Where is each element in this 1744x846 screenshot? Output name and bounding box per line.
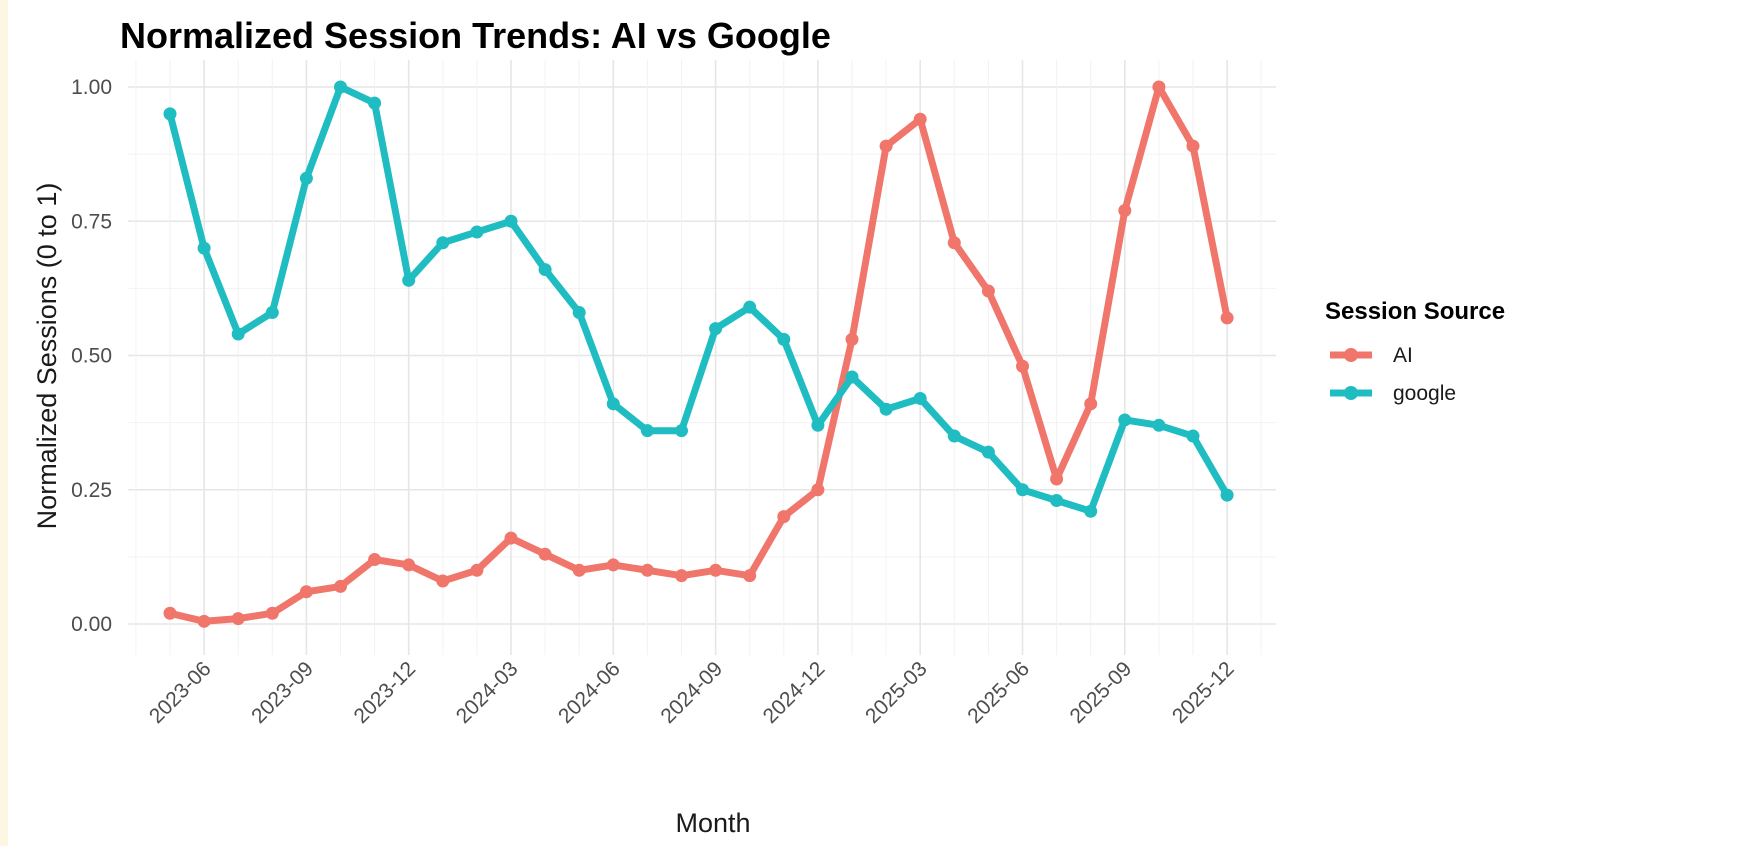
data-point-google <box>572 306 586 320</box>
data-point-ai <box>572 563 586 577</box>
data-point-google <box>640 424 654 438</box>
chart-frame: 0.00 0.25 0.50 0.75 1.00 2023-06 2023-09 2023-… <box>8 0 1744 846</box>
legend-title: Session Source <box>1325 298 1505 325</box>
y-tick-label: 0.50 <box>71 345 112 368</box>
data-point-google <box>1152 418 1166 432</box>
data-point-google <box>913 391 927 405</box>
y-tick-label: 0.25 <box>71 479 112 502</box>
data-point-google <box>265 306 279 320</box>
data-point-ai <box>1118 204 1132 218</box>
data-point-ai <box>777 510 791 524</box>
x-tick-label: 2023-12 <box>349 657 420 728</box>
data-point-ai <box>1016 359 1029 373</box>
x-tick-label: 2024-06 <box>554 657 625 728</box>
data-point-google <box>504 214 518 228</box>
data-point-ai <box>1050 472 1064 486</box>
legend-label-google: google <box>1393 382 1456 405</box>
data-point-ai <box>1220 311 1234 325</box>
x-axis-ticks: 2023-06 2023-09 2023-12 2024-03 2024-06 2024-… <box>145 657 1239 728</box>
x-axis-title: Month <box>675 808 750 838</box>
series-points <box>163 80 1234 628</box>
x-tick-label: 2025-12 <box>1168 657 1239 728</box>
data-point-ai <box>265 606 279 620</box>
x-tick-label: 2023-09 <box>247 657 318 728</box>
x-tick-label: 2025-09 <box>1066 657 1137 728</box>
data-point-google <box>709 322 723 336</box>
data-point-ai <box>947 236 961 250</box>
series-lines <box>166 83 1231 625</box>
data-point-ai <box>675 569 688 583</box>
data-point-google <box>368 96 382 110</box>
data-point-google <box>470 225 484 239</box>
data-point-ai <box>811 483 825 497</box>
data-point-google <box>1186 429 1200 443</box>
y-axis-title: Normalized Sessions (0 to 1) <box>32 183 62 530</box>
data-point-google <box>1084 504 1098 518</box>
data-point-google <box>845 370 859 384</box>
legend-swatch-point-google <box>1344 386 1358 400</box>
data-point-ai <box>231 612 245 626</box>
data-point-google <box>1050 493 1064 507</box>
x-tick-label: 2024-03 <box>452 657 523 728</box>
legend: Session Source AI google <box>1325 298 1505 405</box>
data-point-ai <box>436 574 450 588</box>
data-point-ai <box>743 569 757 583</box>
data-point-ai <box>1186 139 1200 153</box>
data-point-ai <box>879 139 893 153</box>
data-point-google <box>436 236 450 250</box>
x-tick-label: 2025-03 <box>861 657 932 728</box>
data-point-ai <box>299 585 313 599</box>
data-point-google <box>402 273 416 287</box>
data-point-google <box>879 402 893 416</box>
data-point-ai <box>197 614 211 628</box>
data-point-google <box>606 397 620 411</box>
grid <box>128 60 1276 655</box>
data-point-google <box>231 327 245 341</box>
x-tick-label: 2025-06 <box>963 657 1034 728</box>
data-point-google <box>538 263 552 277</box>
line-chart: 0.000.250.500.751.00 2023-06 2023-09 2023-… <box>32 15 1505 838</box>
data-point-ai <box>1152 80 1166 94</box>
y-tick-label: 1.00 <box>71 76 112 99</box>
data-point-google <box>299 171 313 185</box>
data-point-google <box>743 300 757 314</box>
y-axis-ticks: 0.00 0.25 0.50 0.75 1.00 <box>71 76 112 636</box>
data-point-ai <box>538 547 552 561</box>
data-point-google <box>334 80 347 94</box>
data-point-google <box>811 418 825 432</box>
legend-swatch-point-ai <box>1344 348 1358 362</box>
data-point-google <box>777 332 791 346</box>
data-point-ai <box>470 563 484 577</box>
data-point-ai <box>845 332 859 346</box>
data-point-ai <box>504 531 518 545</box>
data-point-ai <box>1084 397 1098 411</box>
legend-label-ai: AI <box>1393 344 1413 367</box>
data-point-ai <box>981 284 995 298</box>
data-point-ai <box>640 563 654 577</box>
data-point-google <box>197 241 211 255</box>
data-point-ai <box>709 563 723 577</box>
data-point-google <box>1220 488 1234 502</box>
data-point-google <box>163 107 177 121</box>
data-point-ai <box>402 558 416 572</box>
data-point-google <box>675 424 688 438</box>
data-point-ai <box>368 553 382 567</box>
series-line-ai <box>166 83 1231 625</box>
y-tick-label: 0.75 <box>71 210 112 233</box>
x-tick-label: 2024-09 <box>656 657 727 728</box>
data-point-google <box>1118 413 1132 427</box>
data-point-ai <box>334 579 347 593</box>
data-point-google <box>981 445 995 459</box>
y-tick-label: 0.00 <box>71 613 112 636</box>
chart-title: Normalized Session Trends: AI vs Google <box>120 15 831 56</box>
x-tick-label: 2023-06 <box>145 657 216 728</box>
data-point-ai <box>913 112 927 126</box>
data-point-google <box>1016 483 1029 497</box>
x-tick-label: 2024-12 <box>759 657 830 728</box>
data-point-ai <box>606 558 620 572</box>
data-point-google <box>947 429 961 443</box>
data-point-ai <box>163 606 177 620</box>
